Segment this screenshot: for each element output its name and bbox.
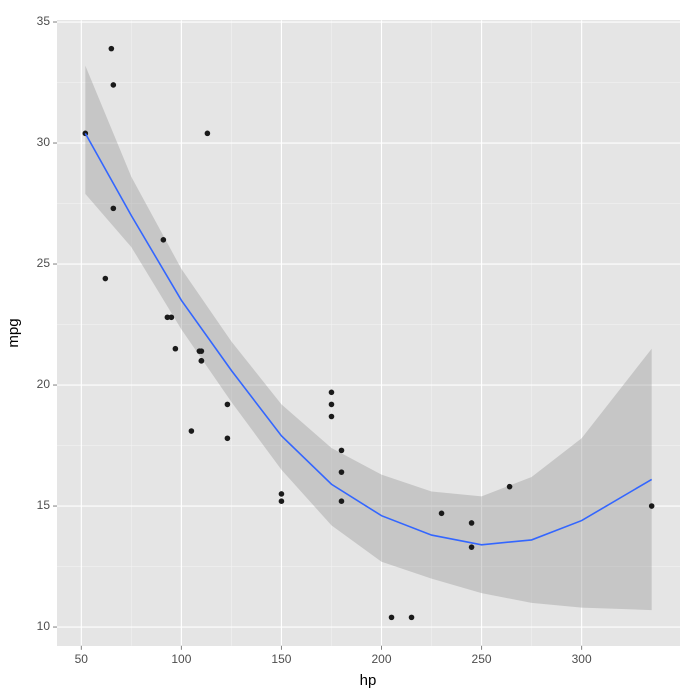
point	[338, 469, 345, 475]
y-tick-label: 35	[37, 14, 51, 28]
point	[204, 130, 211, 137]
point	[438, 510, 445, 517]
point	[196, 348, 203, 354]
panel	[57, 20, 680, 646]
point	[328, 401, 335, 408]
y-axis-title: mpg	[5, 318, 22, 347]
y-tick-label: 20	[37, 377, 51, 391]
point	[110, 205, 117, 212]
x-axis-title: hp	[360, 672, 377, 689]
point	[164, 314, 171, 321]
x-tick-label: 100	[171, 652, 191, 666]
point	[338, 498, 345, 504]
y-tick-label: 30	[37, 135, 51, 149]
x-tick-label: 300	[572, 652, 592, 666]
point	[408, 614, 415, 621]
point	[388, 614, 395, 621]
y-tick-label: 15	[37, 498, 51, 512]
point	[198, 358, 205, 364]
confidence-band	[85, 65, 652, 611]
point	[338, 447, 345, 454]
point	[224, 401, 231, 408]
point	[328, 389, 335, 396]
x-tick-label: 150	[271, 652, 291, 666]
point	[172, 345, 179, 352]
point	[468, 520, 475, 526]
point	[648, 503, 655, 509]
point	[188, 428, 195, 434]
point	[506, 483, 513, 490]
point	[468, 544, 475, 550]
point	[278, 491, 285, 497]
x-tick-label: 250	[472, 652, 492, 666]
y-tick-label: 25	[37, 256, 51, 270]
x-tick-label: 50	[75, 652, 89, 666]
point	[160, 237, 167, 243]
point	[328, 413, 335, 420]
point	[110, 82, 117, 88]
y-tick-label: 10	[37, 619, 51, 633]
x-tick-label: 200	[371, 652, 391, 666]
point	[168, 314, 175, 321]
point	[102, 275, 109, 282]
point	[108, 45, 115, 52]
smooth-line	[84, 132, 653, 546]
point	[224, 435, 231, 442]
point	[278, 498, 285, 504]
